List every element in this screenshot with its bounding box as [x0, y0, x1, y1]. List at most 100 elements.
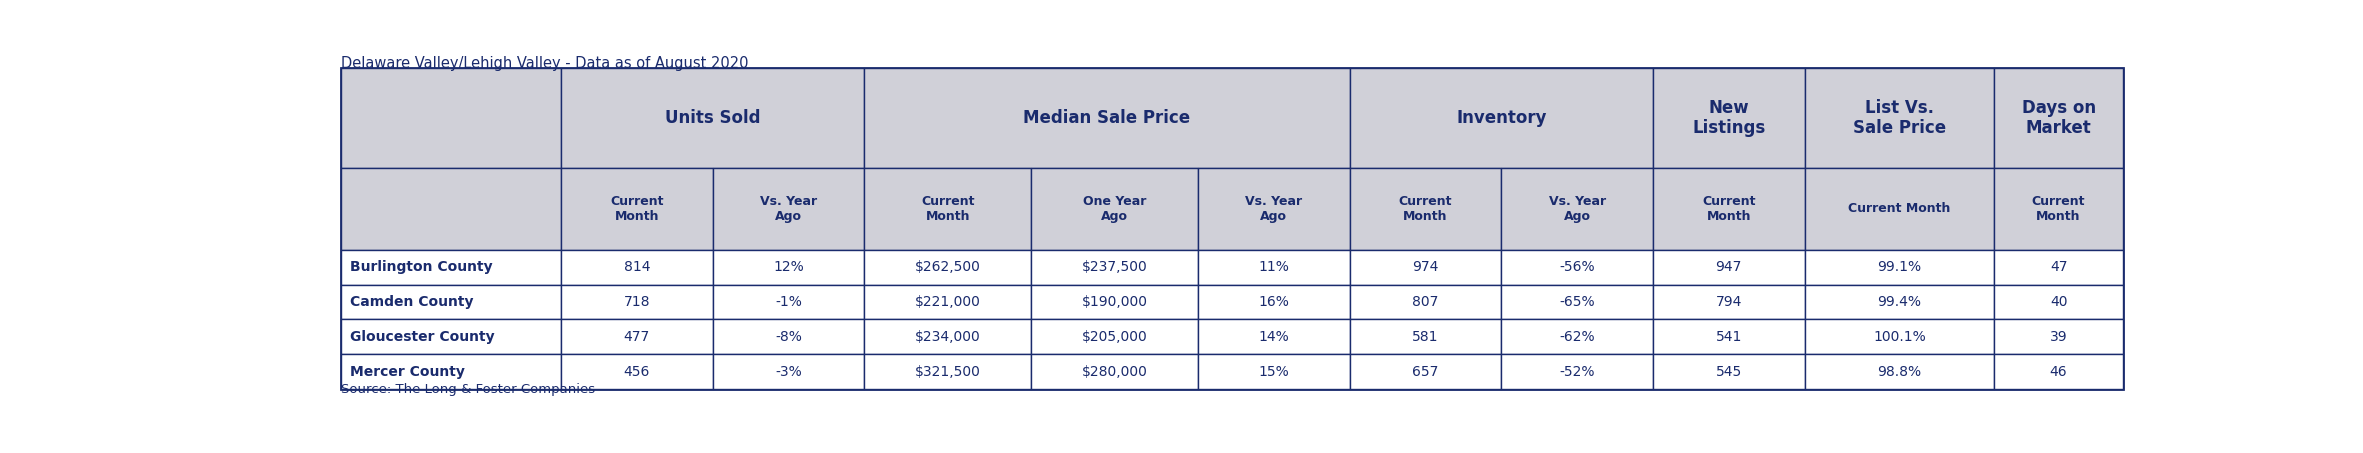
Text: New
Listings: New Listings — [1692, 99, 1765, 137]
Bar — [1994, 284, 2122, 319]
Text: -3%: -3% — [775, 365, 801, 379]
Bar — [1805, 354, 1994, 389]
Bar — [1349, 250, 1501, 284]
Text: 456: 456 — [624, 365, 650, 379]
Bar — [1994, 354, 2122, 389]
Text: Units Sold: Units Sold — [664, 109, 761, 127]
Bar — [1030, 284, 1198, 319]
Bar — [1994, 319, 2122, 354]
Text: Inventory: Inventory — [1456, 109, 1545, 127]
Text: 47: 47 — [2049, 260, 2068, 274]
Bar — [340, 284, 560, 319]
Text: 541: 541 — [1716, 330, 1742, 344]
Text: 545: 545 — [1716, 365, 1742, 379]
Text: 947: 947 — [1716, 260, 1742, 274]
Bar — [1030, 354, 1198, 389]
Bar — [714, 284, 865, 319]
Bar — [1198, 250, 1349, 284]
Text: Vs. Year
Ago: Vs. Year Ago — [761, 195, 818, 223]
Bar — [1349, 354, 1501, 389]
Bar — [340, 319, 560, 354]
Text: Gloucester County: Gloucester County — [350, 330, 494, 344]
Text: Camden County: Camden County — [350, 295, 473, 309]
Text: 11%: 11% — [1259, 260, 1290, 274]
Text: -65%: -65% — [1560, 295, 1595, 309]
Text: Burlington County: Burlington County — [350, 260, 492, 274]
Bar — [714, 354, 865, 389]
Text: 14%: 14% — [1259, 330, 1290, 344]
Text: List Vs.
Sale Price: List Vs. Sale Price — [1853, 99, 1945, 137]
Text: Current
Month: Current Month — [922, 195, 974, 223]
Text: One Year
Ago: One Year Ago — [1082, 195, 1146, 223]
Text: 39: 39 — [2049, 330, 2068, 344]
Bar — [1198, 319, 1349, 354]
Bar — [1501, 354, 1654, 389]
Text: 718: 718 — [624, 295, 650, 309]
Text: 16%: 16% — [1259, 295, 1290, 309]
Bar — [1349, 68, 1654, 168]
Bar — [714, 319, 865, 354]
Bar — [865, 168, 1030, 250]
Text: Vs. Year
Ago: Vs. Year Ago — [1245, 195, 1302, 223]
Bar — [865, 319, 1030, 354]
Text: $205,000: $205,000 — [1082, 330, 1148, 344]
Text: Vs. Year
Ago: Vs. Year Ago — [1548, 195, 1607, 223]
Bar — [1030, 168, 1198, 250]
Bar — [560, 250, 714, 284]
Text: 15%: 15% — [1259, 365, 1290, 379]
Text: $221,000: $221,000 — [914, 295, 981, 309]
Bar — [1501, 168, 1654, 250]
Text: $234,000: $234,000 — [914, 330, 981, 344]
Bar — [340, 168, 560, 250]
Bar — [1030, 250, 1198, 284]
Text: 12%: 12% — [773, 260, 803, 274]
Bar — [1349, 168, 1501, 250]
Text: Current Month: Current Month — [1848, 202, 1949, 215]
Text: $237,500: $237,500 — [1082, 260, 1148, 274]
Text: 657: 657 — [1413, 365, 1439, 379]
Bar — [865, 284, 1030, 319]
Text: Mercer County: Mercer County — [350, 365, 466, 379]
Bar — [714, 250, 865, 284]
Text: 100.1%: 100.1% — [1874, 330, 1926, 344]
Text: 98.8%: 98.8% — [1876, 365, 1921, 379]
Text: 794: 794 — [1716, 295, 1742, 309]
Bar — [1654, 319, 1805, 354]
Bar — [1198, 168, 1349, 250]
Bar — [1805, 319, 1994, 354]
Bar — [1805, 250, 1994, 284]
Text: 99.1%: 99.1% — [1876, 260, 1921, 274]
Text: 46: 46 — [2049, 365, 2068, 379]
Bar — [1994, 168, 2122, 250]
Bar — [1805, 68, 1994, 168]
Text: 807: 807 — [1413, 295, 1439, 309]
Text: Current
Month: Current Month — [2032, 195, 2084, 223]
Bar — [340, 68, 560, 168]
Bar — [1501, 250, 1654, 284]
Bar — [1805, 168, 1994, 250]
Bar — [1349, 284, 1501, 319]
Text: -52%: -52% — [1560, 365, 1595, 379]
Text: Current
Month: Current Month — [610, 195, 664, 223]
Bar — [1994, 250, 2122, 284]
Bar — [340, 250, 560, 284]
Text: Median Sale Price: Median Sale Price — [1023, 109, 1191, 127]
Bar — [865, 354, 1030, 389]
Bar — [340, 354, 560, 389]
Text: $262,500: $262,500 — [914, 260, 981, 274]
Text: $280,000: $280,000 — [1082, 365, 1148, 379]
Bar — [560, 284, 714, 319]
Bar — [1654, 284, 1805, 319]
Text: -56%: -56% — [1560, 260, 1595, 274]
Bar — [1198, 284, 1349, 319]
Bar — [1198, 354, 1349, 389]
Bar — [560, 68, 865, 168]
Text: 581: 581 — [1413, 330, 1439, 344]
Bar — [560, 319, 714, 354]
Text: Delaware Valley/Lehigh Valley - Data as of August 2020: Delaware Valley/Lehigh Valley - Data as … — [340, 56, 749, 71]
Bar — [560, 168, 714, 250]
Text: Current
Month: Current Month — [1701, 195, 1756, 223]
Text: Days on
Market: Days on Market — [2020, 99, 2096, 137]
Bar — [1994, 68, 2122, 168]
Bar — [1654, 68, 1805, 168]
